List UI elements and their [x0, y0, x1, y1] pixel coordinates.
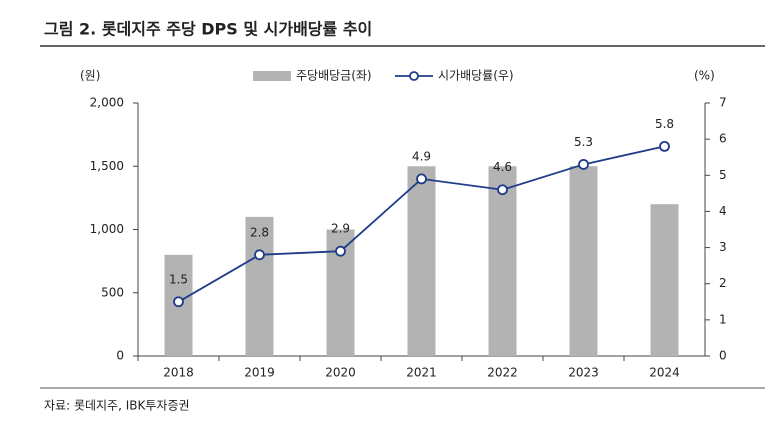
y-tick-label: 0: [116, 349, 124, 363]
data-label: 2.8: [250, 225, 269, 239]
marker: [659, 140, 670, 152]
marker: [173, 296, 184, 308]
data-label: 5.8: [655, 117, 674, 131]
y2-tick-label: 6: [719, 132, 727, 146]
y-tick-label: 2,000: [90, 96, 124, 110]
bar: [245, 216, 274, 356]
x-tick-label: 2022: [487, 366, 518, 380]
y2-tick-label: 4: [719, 204, 727, 218]
y2-tick-label: 3: [719, 240, 727, 254]
y-tick-label: 1,000: [90, 222, 124, 236]
y2-tick-label: 7: [719, 96, 727, 110]
y2-axis-label: (%): [694, 69, 715, 83]
marker: [578, 159, 589, 170]
marker: [416, 173, 427, 185]
legend-label: 시가배당률(우): [438, 69, 514, 83]
legend-label: 주당배당금(좌): [296, 69, 372, 83]
y-tick-label: 1,500: [90, 159, 124, 173]
marker: [497, 184, 508, 196]
legend-swatch: [253, 71, 291, 81]
y2-tick-label: 5: [719, 168, 727, 182]
marker: [254, 249, 265, 261]
data-label: 4.6: [493, 160, 512, 174]
y2-tick-label: 0: [719, 349, 727, 363]
x-tick-label: 2023: [568, 366, 599, 380]
source: 자료: 롯데지주, IBK투자증권: [44, 399, 190, 413]
bar: [488, 166, 517, 356]
chart-title: 그림 2. 롯데지주 주당 DPS 및 시가배당률 추이: [44, 20, 372, 39]
y2-tick-label: 2: [719, 276, 727, 290]
y-axis-label: (원): [80, 69, 100, 83]
y2-tick-label: 1: [719, 312, 727, 326]
data-label: 5.3: [574, 135, 593, 149]
y-tick-label: 500: [101, 285, 124, 299]
data-label: 1.5: [169, 272, 188, 286]
data-label: 4.9: [412, 149, 431, 163]
data-label: 2.9: [331, 222, 350, 236]
bar: [569, 166, 598, 356]
x-tick-label: 2019: [244, 366, 275, 380]
x-tick-label: 2020: [325, 366, 356, 380]
legend-swatch: [409, 71, 419, 81]
marker: [335, 245, 346, 257]
x-tick-label: 2021: [406, 366, 437, 380]
bar: [650, 204, 679, 356]
bar: [407, 166, 436, 356]
x-tick-label: 2018: [163, 366, 194, 380]
x-tick-label: 2024: [649, 366, 680, 380]
